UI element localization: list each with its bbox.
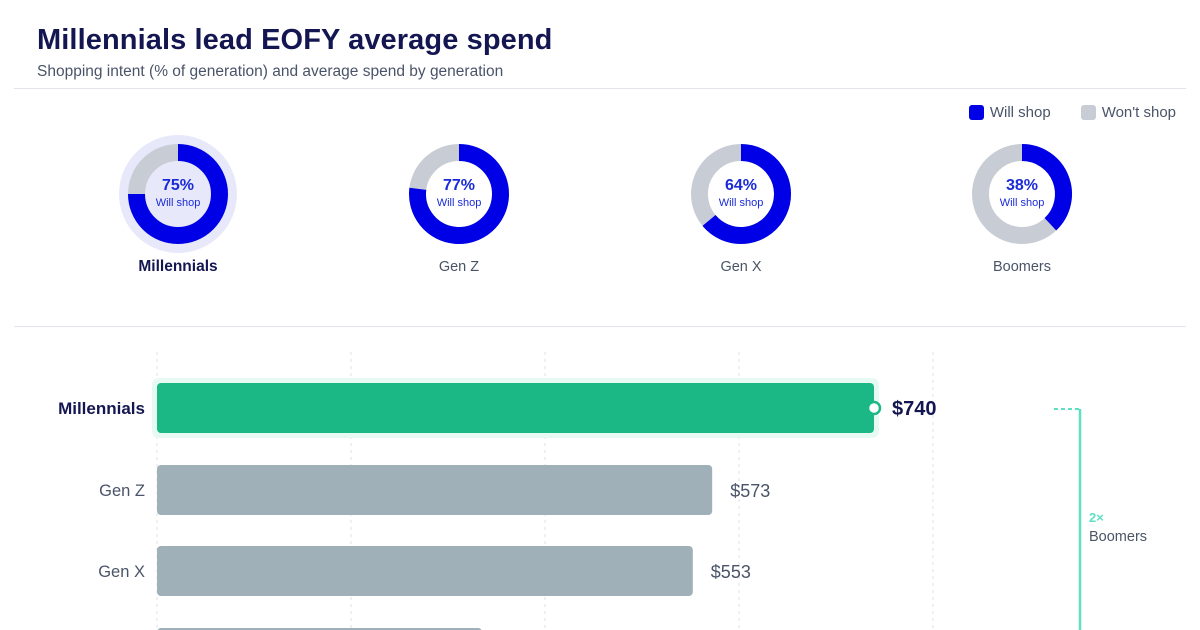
donut-percent-label-gen-x: 64% [725,177,757,194]
bar-value-label-gen-x: $553 [711,562,751,582]
donut-percent-label-boomers: 38% [1006,177,1038,194]
chart-subtitle: Shopping intent (% of generation) and av… [37,63,504,80]
donut-category-label-gen-x: Gen X [720,259,761,275]
annotation-multiplier: 2× [1089,510,1104,525]
donut-category-label-boomers: Boomers [993,259,1051,275]
legend-label-will-shop: Will shop [989,104,1051,121]
bar-millennials[interactable] [157,383,874,433]
donut-slice-will-shop-boomers [1021,144,1072,231]
legend-item-will-shop[interactable]: Will shop [968,104,1051,121]
bar-end-marker-millennials [866,400,882,416]
bar-value-label-millennials: $740 [892,398,937,420]
bar-value-label-gen-z: $573 [730,481,770,501]
bar-category-label-millennials: Millennials [58,399,145,418]
donut-center-label-millennials: Will shop [156,197,201,209]
bar-gen-z[interactable] [157,465,713,515]
donut-slice-will-shop-gen-x [702,144,791,244]
chart-title: Millennials lead EOFY average spend [37,24,553,56]
donut-center-label-gen-x: Will shop [719,197,764,209]
legend-swatch-wont-shop [1080,105,1096,120]
section-divider [14,326,1186,327]
legend-label-wont-shop: Won't shop [1101,104,1176,121]
donut-category-label-gen-z: Gen Z [439,259,479,275]
legend-item-wont-shop[interactable]: Won't shop [1080,104,1176,121]
bar-category-label-gen-z: Gen Z [99,482,145,500]
legend: Will shop Won't shop [968,104,1176,121]
donut-percent-label-millennials: 75% [162,177,194,194]
bar-gen-x[interactable] [157,546,693,596]
annotation-label: Boomers [1089,529,1147,545]
bar-category-label-gen-x: Gen X [98,563,145,581]
donut-center-label-boomers: Will shop [1000,197,1045,209]
legend-swatch-will-shop [968,105,984,120]
donut-category-label-millennials: Millennials [138,258,217,275]
donut-slice-will-shop-gen-z [409,144,509,244]
donut-slice-will-shop-millennials [128,144,228,244]
header-divider [14,88,1186,89]
donut-percent-label-gen-z: 77% [443,177,475,194]
donut-center-label-gen-z: Will shop [437,197,482,209]
